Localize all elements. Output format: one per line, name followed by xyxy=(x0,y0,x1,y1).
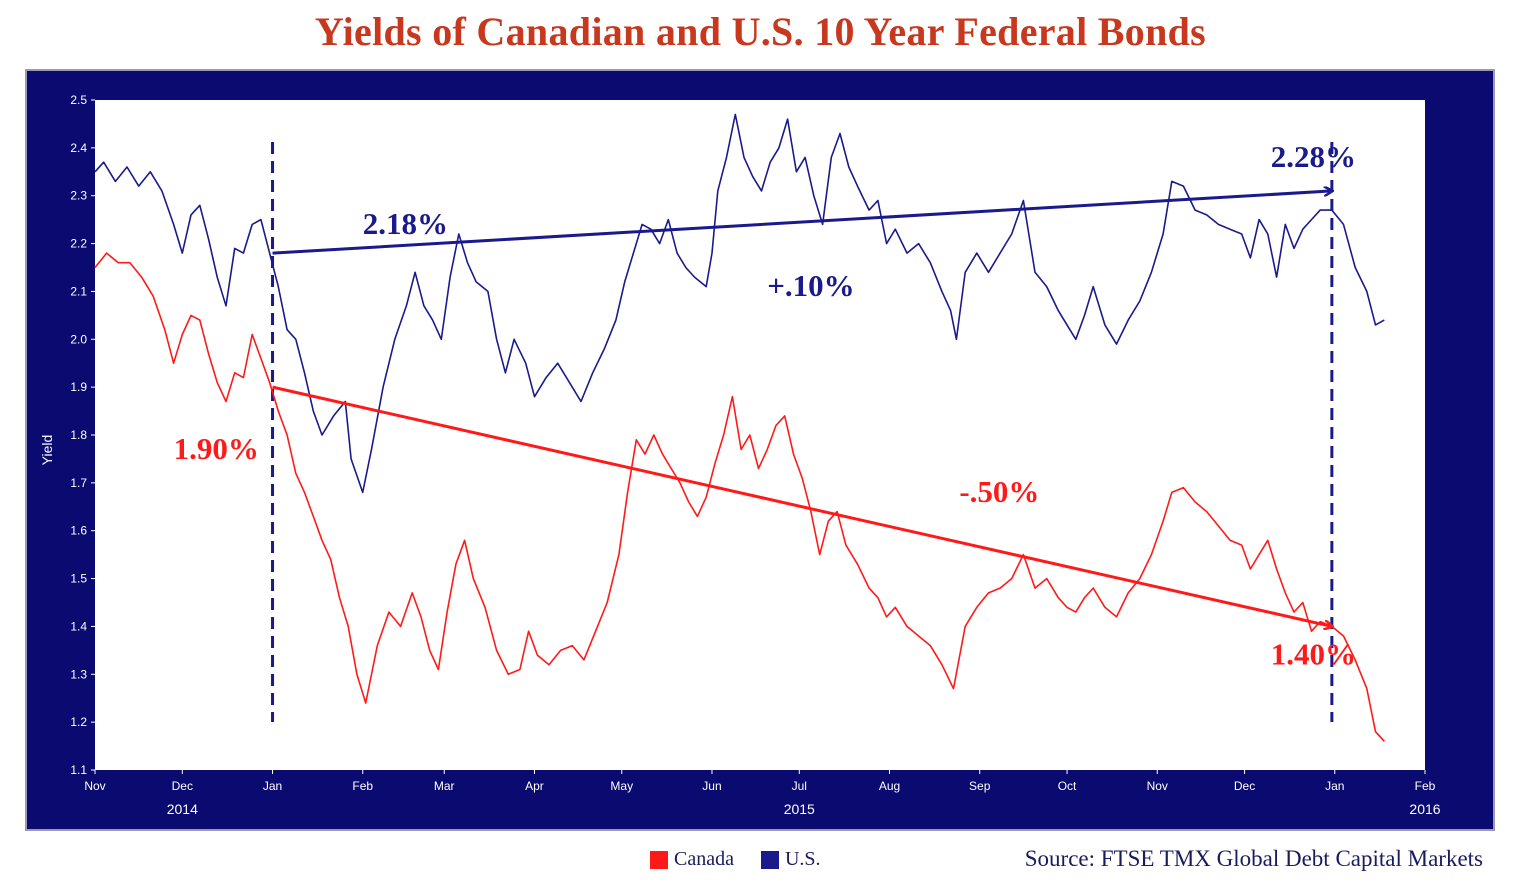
plot-area xyxy=(95,100,1425,770)
x-tick-label: Jun xyxy=(702,779,721,793)
trend-arrow-us xyxy=(272,191,1332,255)
y-tick-label: 1.2 xyxy=(70,715,87,729)
us-swatch-icon xyxy=(760,850,779,869)
x-tick-label: Jan xyxy=(263,779,282,793)
y-tick-label: 2.2 xyxy=(70,237,87,251)
x-tick-label: Nov xyxy=(1147,779,1168,793)
legend-item-canada: Canada xyxy=(650,848,734,871)
trend-arrow-canada xyxy=(272,385,1332,626)
x-tick-label: Jan xyxy=(1325,779,1344,793)
x-tick-label: Mar xyxy=(434,779,455,793)
x-tick-label: Sep xyxy=(969,779,991,793)
x-tick-label: Nov xyxy=(84,779,105,793)
trend-arrows xyxy=(272,191,1332,627)
series-lines xyxy=(94,113,1385,742)
x-tick-label: Jul xyxy=(792,779,807,793)
annotation-label: 2.28% xyxy=(1271,139,1356,174)
y-tick-label: 2.1 xyxy=(70,284,87,298)
year-label: 2015 xyxy=(784,801,815,817)
x-tick-label: Dec xyxy=(172,779,193,793)
canada-swatch-icon xyxy=(650,850,668,869)
y-tick-label: 1.7 xyxy=(70,476,87,490)
series-line-us xyxy=(94,113,1385,494)
legend-label-us: U.S. xyxy=(784,848,821,870)
x-tick-label: Feb xyxy=(1415,779,1436,793)
year-label: 2016 xyxy=(1409,801,1440,817)
legend-item-us: U.S. xyxy=(760,848,821,871)
y-tick-label: 1.6 xyxy=(70,524,87,538)
annotation-label: 1.90% xyxy=(174,431,259,466)
y-tick-label: 2.5 xyxy=(70,93,87,107)
y-tick-label: 2.3 xyxy=(70,189,87,203)
y-tick-label: 2.4 xyxy=(70,141,87,155)
y-tick-label: 1.9 xyxy=(70,380,87,394)
annotation-label: 1.40% xyxy=(1271,637,1356,672)
x-tick-label: Feb xyxy=(352,779,373,793)
x-tick-label: Oct xyxy=(1058,779,1077,793)
x-axis: Nov Dec Jan Feb Mar Apr May Jun Jul Aug Sep Oct Nov D… xyxy=(84,770,1441,817)
x-tick-label: May xyxy=(610,779,633,793)
x-tick-label: Aug xyxy=(879,779,900,793)
year-label: 2014 xyxy=(167,801,198,817)
annotation-label: +.10% xyxy=(767,268,854,303)
source-note: Source: FTSE TMX Global Debt Capital Mar… xyxy=(1024,846,1483,871)
annotations: 2.18% +.10% 2.28% 1.90% -.50% 1.40% xyxy=(174,139,1356,672)
legend: Canada U.S. xyxy=(650,848,843,875)
y-axis-label: Yield xyxy=(39,435,55,466)
y-tick-label: 1.5 xyxy=(70,572,87,586)
x-tick-label: Dec xyxy=(1234,779,1255,793)
chart-title: Yields of Canadian and U.S. 10 Year Fede… xyxy=(314,9,1207,54)
annotation-label: 2.18% xyxy=(363,206,448,241)
y-tick-label: 1.4 xyxy=(70,619,87,633)
y-tick-label: 1.1 xyxy=(70,763,87,777)
annotation-label: -.50% xyxy=(959,474,1039,509)
y-tick-label: 1.3 xyxy=(70,667,87,681)
legend-label-canada: Canada xyxy=(674,848,734,870)
y-tick-label: 2.0 xyxy=(70,332,87,346)
series-line-canada xyxy=(94,252,1385,742)
y-tick-label: 1.8 xyxy=(70,428,87,442)
y-axis: 1.1 1.2 1.3 1.4 1.5 1.6 1.7 1.8 1.9 2.0 2.1 2.2 2.3 2… xyxy=(70,93,95,777)
x-tick-label: Apr xyxy=(525,779,544,793)
